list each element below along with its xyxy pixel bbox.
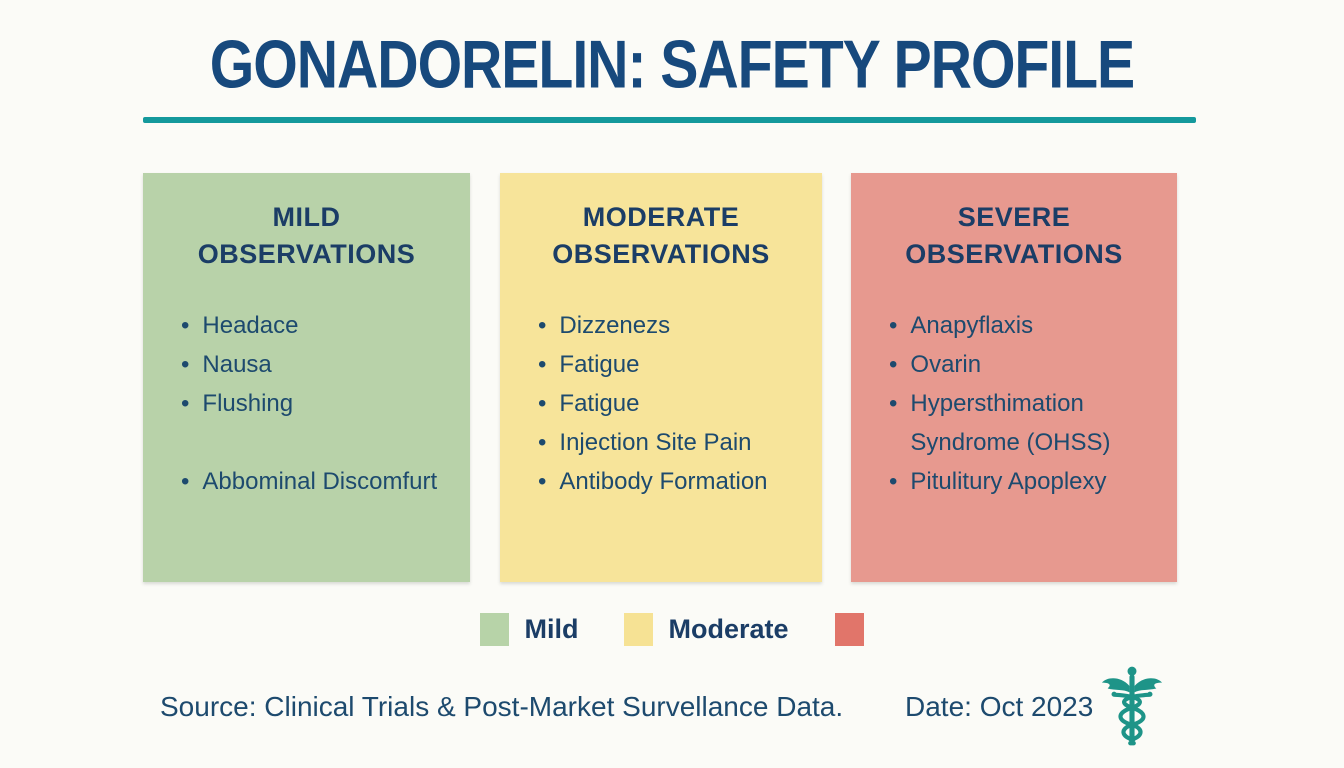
moderate-observations-list: • Dizzenezs • Fatigue • Fatigue • Inject… — [500, 306, 822, 501]
list-item-label: Abbominal Discomfurt — [202, 468, 438, 495]
list-item: • Fatigue — [538, 345, 808, 384]
severe-panel-header: SEVERE OBSERVATIONS — [851, 199, 1177, 273]
mild-header-line1: MILD — [272, 202, 341, 232]
bullet-icon: • — [889, 468, 898, 495]
legend-item-mild: Mild — [480, 613, 578, 646]
list-item-label: Injection Site Pain — [559, 429, 752, 456]
bullet-icon: • — [538, 312, 547, 339]
list-item: • Anapyflaxis — [889, 306, 1163, 345]
bullet-icon: • — [538, 390, 547, 417]
bullet-icon: • — [181, 390, 190, 417]
moderate-observations-panel: MODERATE OBSERVATIONS • Dizzenezs • Fati… — [500, 173, 822, 582]
list-item-label: Anapyflaxis — [910, 312, 1034, 339]
bullet-icon: • — [181, 468, 190, 495]
list-item: • Pitulitury Apoplexy — [889, 462, 1163, 501]
list-item: • Fatigue — [538, 384, 808, 423]
bullet-icon: • — [181, 312, 190, 339]
bullet-icon: • — [889, 351, 898, 378]
list-item: • Abbominal Discomfurt — [181, 462, 456, 501]
list-item-label: Fatigue — [559, 390, 640, 417]
bullet-icon: • — [538, 351, 547, 378]
title-underline — [143, 117, 1196, 123]
list-item-label: Headace — [202, 312, 299, 339]
caduceus-icon — [1100, 664, 1164, 750]
list-item: • Nausa — [181, 345, 456, 384]
severe-observations-list: • Anapyflaxis • Ovarin • Hypersthimation… — [851, 306, 1177, 501]
severe-observations-panel: SEVERE OBSERVATIONS • Anapyflaxis • Ovar… — [851, 173, 1177, 582]
bullet-icon: • — [181, 351, 190, 378]
list-item: • Headace — [181, 306, 456, 345]
severe-color-swatch — [834, 613, 864, 646]
bullet-icon: • — [889, 390, 898, 417]
date-note: Date: Oct 2023 — [905, 691, 1094, 722]
list-item-label: Fatigue — [559, 351, 640, 378]
bullet-icon: • — [889, 312, 898, 339]
moderate-header-line1: MODERATE — [582, 202, 740, 232]
list-item: • Injection Site Pain — [538, 423, 808, 462]
moderate-panel-header: MODERATE OBSERVATIONS — [500, 199, 822, 273]
severity-legend: Mild Moderate — [0, 613, 1344, 646]
list-item: • Flushing — [181, 384, 456, 423]
legend-item-severe — [834, 613, 864, 646]
mild-observations-list: • Headace • Nausa • Flushing • Abbominal… — [143, 306, 470, 501]
list-item-label: Flushing — [202, 390, 294, 417]
legend-item-moderate: Moderate — [624, 613, 789, 646]
list-item-label: Hypersthimation Syndrome (OHSS) — [910, 390, 1111, 456]
list-item-label: Pitulitury Apoplexy — [910, 468, 1107, 495]
mild-observations-panel: MILD OBSERVATIONS • Headace • Nausa • Fl… — [143, 173, 470, 582]
page-title: GONADORELIN: SAFETY PROFILE — [209, 27, 1135, 103]
list-item-label: Dizzenezs — [559, 312, 671, 339]
legend-label: Moderate — [668, 614, 789, 644]
list-item: • Antibody Formation — [538, 462, 808, 501]
mild-color-swatch — [480, 613, 510, 646]
list-item-label: Antibody Formation — [559, 468, 768, 495]
severe-header-line2: OBSERVATIONS — [905, 239, 1123, 269]
moderate-color-swatch — [624, 613, 654, 646]
list-item: • Dizzenezs — [538, 306, 808, 345]
bullet-icon: • — [538, 429, 547, 456]
moderate-header-line2: OBSERVATIONS — [552, 239, 770, 269]
list-item: • Ovarin — [889, 345, 1163, 384]
list-item-label: Nausa — [202, 351, 272, 378]
list-item-label: Ovarin — [910, 351, 982, 378]
severe-header-line1: SEVERE — [957, 202, 1071, 232]
list-item: • Hypersthimation Syndrome (OHSS) — [889, 384, 1163, 462]
source-note: Source: Clinical Trials & Post-Market Su… — [160, 691, 844, 722]
mild-header-line2: OBSERVATIONS — [197, 239, 416, 269]
bullet-icon: • — [538, 468, 547, 495]
mild-panel-header: MILD OBSERVATIONS — [143, 199, 470, 273]
legend-label: Mild — [524, 614, 579, 644]
